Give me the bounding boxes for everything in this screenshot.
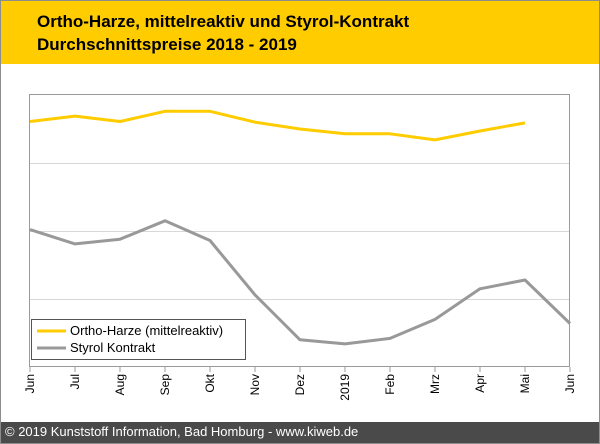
x-tick-label: Sep — [158, 374, 172, 396]
x-tick-label: Feb — [383, 374, 397, 395]
plot-area-border — [29, 94, 570, 367]
footer-bar: © 2019 Kunststoff Information, Bad Hombu… — [1, 422, 599, 443]
x-tick-label: 2019 — [338, 374, 352, 401]
chart-header: Ortho-Harze, mittelreaktiv und Styrol-Ko… — [1, 1, 599, 64]
series-line-ortho — [29, 109, 526, 142]
x-tick-label: Okt — [203, 373, 217, 392]
x-tick-label: Jul — [68, 374, 82, 389]
legend-label-ortho: Ortho-Harze (mittelreaktiv) — [70, 323, 223, 338]
chart-title: Ortho-Harze, mittelreaktiv und Styrol-Ko… — [37, 10, 409, 56]
legend-box — [31, 319, 246, 360]
series-line-styrol — [29, 219, 572, 346]
legend: Ortho-Harze (mittelreaktiv) Styrol Kontr… — [31, 319, 246, 360]
x-tick-label: Mrz — [428, 374, 442, 394]
x-tick-label: Jun — [23, 374, 37, 393]
x-axis-ticks: Jun Jul Aug Sep Okt Nov Dez 2019 Feb Mrz Apr Mai Jun — [23, 367, 577, 401]
copyright-text: © 2019 Kunststoff Information, Bad Hombu… — [5, 424, 359, 439]
x-tick-label: Dez — [293, 374, 307, 395]
grid-lines — [30, 163, 570, 300]
x-tick-label: Mai — [518, 374, 532, 393]
x-tick-label: Jun — [563, 374, 577, 393]
x-tick-label: Aug — [113, 374, 127, 395]
x-tick-label: Apr — [473, 374, 487, 393]
series-lines — [29, 109, 572, 346]
legend-label-styrol: Styrol Kontrakt — [70, 340, 156, 355]
line-chart: Jun Jul Aug Sep Okt Nov Dez 2019 Feb Mrz Apr Mai Jun… — [23, 94, 577, 401]
x-tick-label: Nov — [248, 374, 262, 395]
title-line-2: Durchschnittspreise 2018 - 2019 — [37, 35, 297, 54]
title-line-1: Ortho-Harze, mittelreaktiv und Styrol-Ko… — [37, 12, 410, 31]
